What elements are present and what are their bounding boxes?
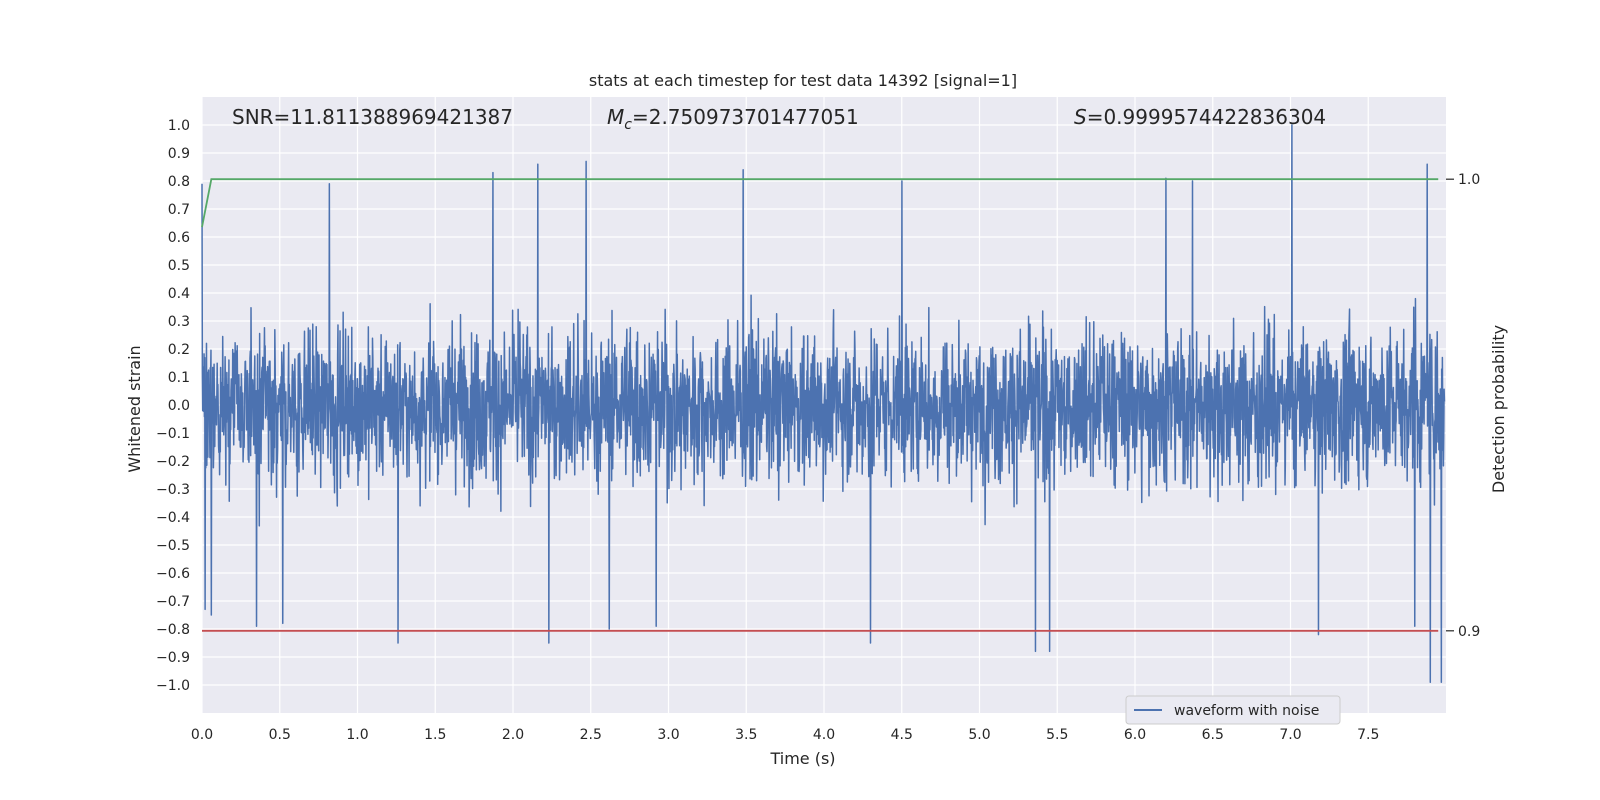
y-tick-label-20: −1.0	[156, 678, 190, 694]
y-tick-label-1: 0.9	[168, 146, 190, 162]
y-tick-label-11: −0.1	[156, 426, 190, 442]
y-tick-label-0: 1.0	[168, 118, 190, 134]
score-symbol: S	[1074, 105, 1087, 129]
legend-label-waveform: waveform with noise	[1174, 703, 1319, 719]
y-tick-label-12: −0.2	[156, 454, 190, 470]
x-tick-label-11: 5.5	[1046, 727, 1068, 743]
score-value: =0.9999574422836304	[1087, 105, 1326, 129]
y-tick-label-3: 0.7	[168, 202, 190, 218]
y-tick-label-15: −0.5	[156, 538, 190, 554]
y-right-tick-label-0: 1.0	[1458, 172, 1480, 188]
chart-title: stats at each timestep for test data 143…	[589, 71, 1017, 90]
probability-series	[201, 178, 1439, 632]
y-tick-label-6: 0.4	[168, 286, 190, 302]
score-annotation: S=0.9999574422836304	[1074, 105, 1326, 129]
waveform-line	[201, 124, 1446, 683]
detection-probability-line	[201, 178, 1439, 228]
waveform-series	[201, 124, 1446, 683]
legend: waveform with noise	[1125, 695, 1341, 725]
y-tick-label-5: 0.5	[168, 258, 190, 274]
x-tick-label-1: 0.5	[269, 727, 291, 743]
y-tick-label-18: −0.8	[156, 622, 190, 638]
chirp-mass-annotation: Mc=2.750973701477051	[607, 105, 859, 133]
y-tick-label-17: −0.7	[156, 594, 190, 610]
x-tick-label-2: 1.0	[346, 727, 368, 743]
y-axis-left: 1.0 0.9 0.8 0.7 0.6 0.5 0.4 0.3 0.2 0.1 0.0 −0.1 −0.…	[156, 118, 190, 694]
x-tick-label-8: 4.0	[813, 727, 835, 743]
y-axis-label: Whitened strain	[125, 345, 144, 472]
x-tick-label-4: 2.0	[502, 727, 524, 743]
y-tick-label-8: 0.2	[168, 342, 190, 358]
legend-box	[1125, 695, 1341, 725]
x-axis: 0.0 0.5 1.0 1.5 2.0 2.5 3.0 3.5 4.0 4.5 5.0 5.5 6.0 6…	[191, 727, 1380, 743]
y-tick-label-9: 0.1	[168, 370, 190, 386]
x-tick-label-5: 2.5	[580, 727, 602, 743]
x-tick-label-7: 3.5	[735, 727, 757, 743]
y-tick-label-2: 0.8	[168, 174, 190, 190]
x-tick-label-9: 4.5	[891, 727, 913, 743]
y-tick-label-13: −0.3	[156, 482, 190, 498]
chirp-mass-symbol: M	[607, 105, 624, 129]
x-tick-label-14: 7.0	[1279, 727, 1301, 743]
y-axis-right: 1.0 0.9	[1446, 172, 1480, 640]
y-right-tick-label-1: 0.9	[1458, 624, 1480, 640]
chirp-mass-subscript: c	[624, 117, 632, 133]
y-axis-right-label: Detection probability	[1489, 325, 1508, 493]
y-tick-label-14: −0.4	[156, 510, 190, 526]
x-tick-label-6: 3.0	[657, 727, 679, 743]
x-tick-label-12: 6.0	[1124, 727, 1146, 743]
x-tick-label-13: 6.5	[1202, 727, 1224, 743]
chirp-mass-value: =2.750973701477051	[632, 105, 859, 129]
x-tick-label-0: 0.0	[191, 727, 213, 743]
x-tick-label-3: 1.5	[424, 727, 446, 743]
y-tick-label-16: −0.6	[156, 566, 190, 582]
y-tick-label-19: −0.9	[156, 650, 190, 666]
x-axis-label: Time (s)	[769, 749, 835, 768]
y-tick-label-4: 0.6	[168, 230, 190, 246]
x-tick-label-10: 5.0	[968, 727, 990, 743]
y-tick-label-10: 0.0	[168, 398, 190, 414]
x-tick-label-15: 7.5	[1357, 727, 1379, 743]
snr-annotation: SNR=11.811388969421387	[232, 105, 513, 129]
y-tick-label-7: 0.3	[168, 314, 190, 330]
